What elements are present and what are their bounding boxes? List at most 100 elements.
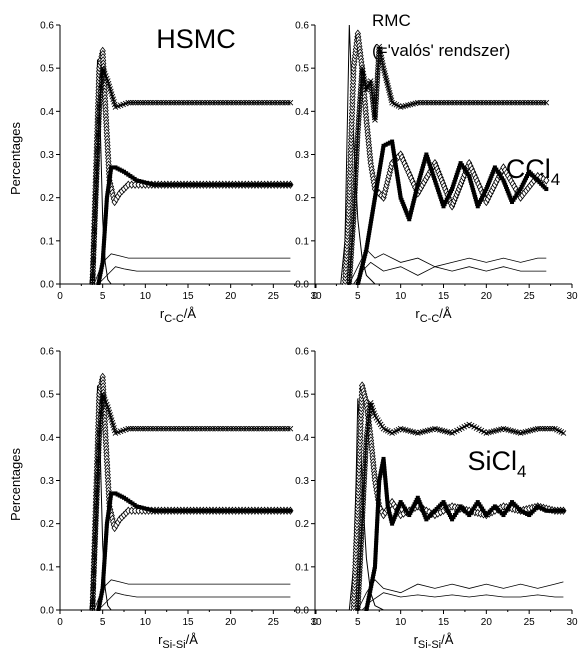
series-line-diamond	[91, 50, 291, 285]
series-point-square	[108, 172, 113, 177]
series-point-square	[407, 513, 412, 518]
series-point-x	[256, 99, 263, 106]
series-point-square	[128, 174, 133, 179]
series-point-square	[378, 473, 383, 478]
series-point-x	[168, 425, 175, 432]
series-point-square	[259, 182, 264, 187]
series-line-thin	[93, 253, 291, 285]
series-point-square	[128, 500, 133, 505]
series-point-square	[262, 182, 267, 187]
series-point-square	[363, 252, 368, 257]
series-point-square	[494, 167, 499, 172]
series-point-x	[534, 425, 541, 432]
series-point-square	[103, 538, 108, 543]
series-point-square	[430, 171, 435, 176]
series-point-square	[361, 258, 366, 263]
series-point-square	[370, 579, 375, 584]
series-point-square	[101, 579, 106, 584]
series-point-square	[108, 167, 113, 172]
series-point-square	[491, 169, 496, 174]
series-point-square	[375, 516, 380, 521]
series-point-square	[356, 279, 361, 284]
series-point-x	[253, 99, 260, 106]
series-point-square	[357, 275, 362, 280]
series-point-square	[396, 181, 401, 186]
series-point-square	[366, 233, 371, 238]
series-point-x	[430, 99, 437, 106]
x-tick-label: 10	[140, 291, 152, 302]
series-point-square	[369, 219, 374, 224]
series-point-x	[207, 425, 213, 432]
series-point-square	[512, 195, 517, 200]
series-point-square	[458, 161, 463, 166]
series-point-square	[374, 540, 379, 545]
series-point-x	[475, 99, 481, 106]
series-point-square	[106, 507, 111, 512]
series-point-x	[181, 425, 188, 432]
series-point-x	[158, 99, 164, 106]
series-point-square	[374, 188, 379, 193]
series-point-square	[507, 193, 512, 198]
series-point-square	[525, 174, 530, 179]
series-point-square	[377, 167, 382, 172]
series-point-x	[284, 425, 291, 432]
series-point-square	[376, 500, 381, 505]
series-point-square	[388, 514, 393, 519]
series-point-square	[394, 169, 399, 174]
series-point-square	[414, 187, 419, 192]
series-point-square	[104, 524, 109, 529]
series-point-square	[375, 504, 380, 509]
y-tick-label: 0.2	[295, 519, 309, 530]
series-point-square	[441, 500, 446, 505]
series-point-square	[432, 176, 437, 181]
series-point-square	[483, 189, 488, 194]
panel-bottom-right: 0.0 0.1 0.2 0.3 0.4 0.5 0.6 0 5 10 15 20 25 30 rSi-Si/…	[295, 347, 578, 652]
series-point-square	[286, 508, 291, 513]
series-point-square	[369, 216, 374, 221]
series-point-square	[371, 207, 376, 212]
series-point-diamond	[543, 176, 550, 185]
series-point-square	[101, 246, 106, 251]
series-point-x	[176, 99, 182, 106]
series-point-x	[152, 425, 159, 432]
series-point-square	[382, 466, 387, 471]
series-point-square	[190, 508, 195, 513]
panel-bottom-left: 0.0 0.1 0.2 0.3 0.4 0.5 0.6 0 5 10 15 20 25 30 Percent…	[8, 347, 526, 652]
series-point-square	[451, 515, 456, 520]
series-point-square	[561, 508, 566, 513]
series-point-square	[469, 181, 474, 186]
series-point-square	[173, 508, 178, 513]
series-point-square	[394, 165, 399, 170]
series-point-x	[186, 425, 193, 432]
series-point-square	[509, 197, 514, 202]
series-point-square	[414, 189, 419, 194]
series-point-x	[417, 99, 424, 106]
series-point-square	[374, 536, 379, 541]
series-point-x	[140, 99, 146, 106]
series-point-square	[218, 182, 223, 187]
series-point-square	[377, 476, 382, 481]
x-tick-label: 15	[438, 617, 450, 628]
series-point-square	[259, 508, 264, 513]
series-point-square	[360, 261, 365, 266]
series-point-square	[405, 510, 410, 515]
series-point-x	[217, 99, 224, 106]
series-point-square	[103, 219, 108, 224]
series-point-square	[374, 531, 379, 536]
series-point-square	[278, 182, 283, 187]
series-point-square	[132, 502, 137, 507]
series-point-square	[384, 492, 389, 497]
series-point-square	[98, 270, 103, 275]
series-point-square	[381, 143, 386, 148]
series-point-square	[369, 214, 374, 219]
series-point-square	[375, 519, 380, 524]
series-point-square	[535, 504, 540, 509]
y-tick-label: 0.2	[40, 519, 54, 530]
series-point-square	[218, 508, 223, 513]
series-point-square	[391, 151, 396, 156]
series-point-square	[364, 605, 369, 610]
series-point-square	[385, 502, 390, 507]
series-point-square	[467, 174, 472, 179]
series-point-x	[277, 425, 283, 432]
series-point-square	[288, 182, 293, 187]
